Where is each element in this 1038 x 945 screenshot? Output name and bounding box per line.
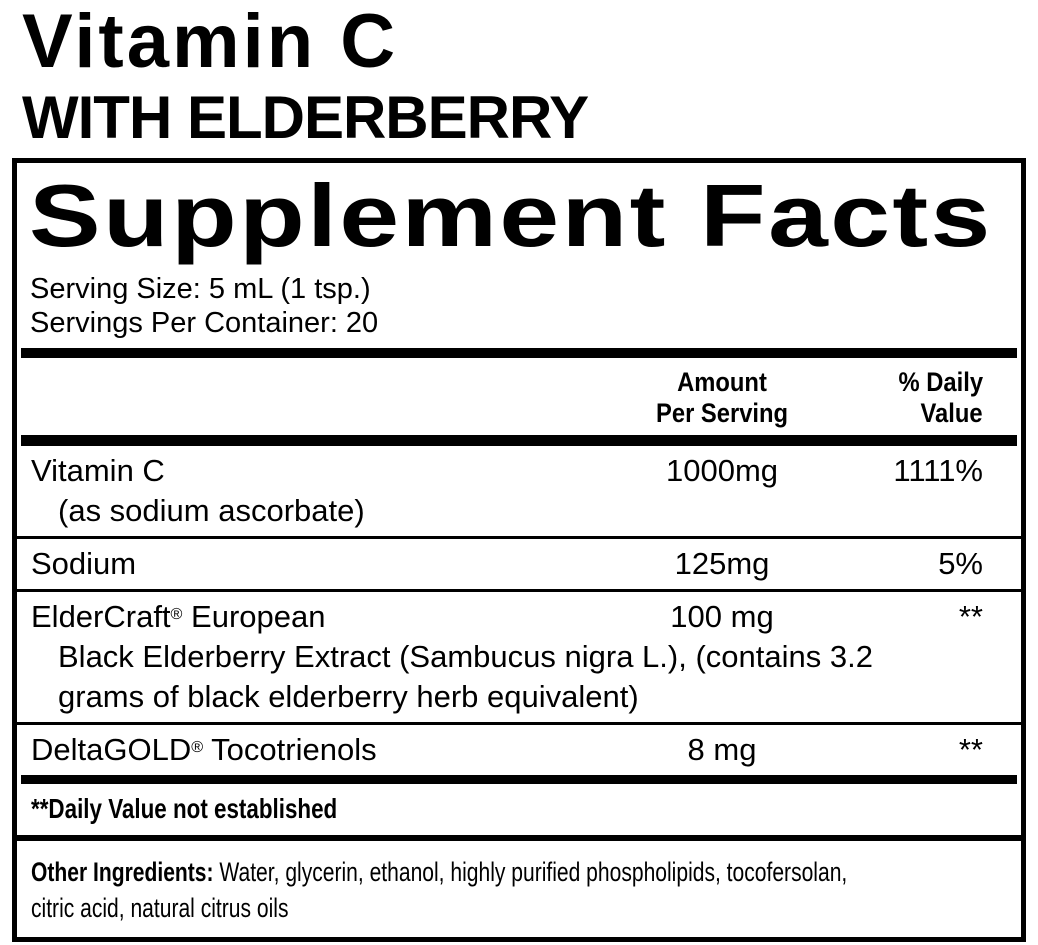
column-header-daily-value: % Daily Value (837, 367, 983, 429)
product-title: Vitamin C (22, 0, 399, 84)
column-header-dv-line2: Value (920, 398, 983, 428)
divider-thick-header (21, 435, 1017, 446)
footnote: **Daily Value not established (17, 784, 1021, 835)
column-header-amount: Amount Per Serving (607, 367, 837, 429)
other-ingredients-line1: Other Ingredients: Water, glycerin, etha… (31, 854, 847, 890)
serving-size: Serving Size: 5 mL (1 tsp.) (30, 273, 371, 305)
nutrient-daily-value: ** (958, 732, 983, 767)
nutrient-amount: 125mg (674, 546, 770, 581)
column-header-amount-line2: Per Serving (655, 398, 789, 428)
nutrient-detail-line2: grams of black elderberry herb equivalen… (58, 679, 639, 714)
product-subtitle: WITH ELDERBERRY (22, 84, 589, 151)
nutrient-name: Vitamin C (31, 453, 165, 488)
nutrient-daily-value: ** (958, 599, 983, 634)
nutrient-row-tocotrienols: DeltaGOLD® Tocotrienols 8 mg ** (17, 722, 1021, 775)
servings-per-container: Servings Per Container: 20 (30, 307, 379, 339)
brand-name: DeltaGOLD (31, 732, 192, 767)
nutrient-detail: (as sodium ascorbate) (58, 493, 365, 528)
supplement-facts-panel: Supplement Facts Serving Size: 5 mL (1 t… (12, 158, 1026, 942)
other-ingredients-section: Other Ingredients: Water, glycerin, etha… (17, 835, 1021, 937)
registered-trademark-symbol: ® (191, 737, 204, 756)
nutrient-name: DeltaGOLD® Tocotrienols (31, 730, 607, 770)
nutrient-amount: 100 mg (670, 599, 774, 634)
serving-info: Serving Size: 5 mL (1 tsp.) Servings Per… (30, 272, 1021, 340)
column-header-amount-line1: Amount (677, 367, 767, 397)
column-headers: Amount Per Serving % Daily Value (17, 358, 1021, 435)
brand-name: ElderCraft (31, 599, 171, 634)
nutrient-row-sodium: Sodium 125mg 5% (17, 536, 1021, 589)
nutrient-name: Sodium (31, 546, 137, 581)
nutrient-row-vitamin-c: Vitamin C 1000mg 1111% (as sodium ascorb… (17, 446, 1021, 536)
nutrient-daily-value: 5% (938, 546, 983, 581)
column-spacer (31, 367, 607, 429)
divider-thick-top (21, 348, 1017, 358)
nutrient-amount: 1000mg (665, 453, 779, 488)
nutrient-amount: 8 mg (687, 732, 757, 767)
nutrient-detail-line1: Black Elderberry Extract (Sambucus nigra… (58, 639, 873, 674)
nutrient-row-elderberry: ElderCraft® European 100 mg ** Black Eld… (17, 589, 1021, 722)
footnote-text: **Daily Value not established (31, 793, 338, 824)
nutrient-daily-value: 1111% (893, 453, 983, 488)
nutrient-name-rest: Tocotrienols (203, 732, 377, 767)
divider-thick-footnote (21, 775, 1017, 784)
nutrient-name: ElderCraft® European (31, 597, 607, 637)
nutrient-name-rest: European (182, 599, 326, 634)
other-ingredients-list-part1: Water, glycerin, ethanol, highly purifie… (213, 857, 848, 887)
panel-title: Supplement Facts (29, 166, 993, 265)
column-header-dv-line1: % Daily (898, 367, 983, 397)
registered-trademark-symbol: ® (170, 604, 183, 623)
other-ingredients-line2: citric acid, natural citrus oils (31, 893, 289, 923)
other-ingredients-label: Other Ingredients: (31, 857, 214, 887)
